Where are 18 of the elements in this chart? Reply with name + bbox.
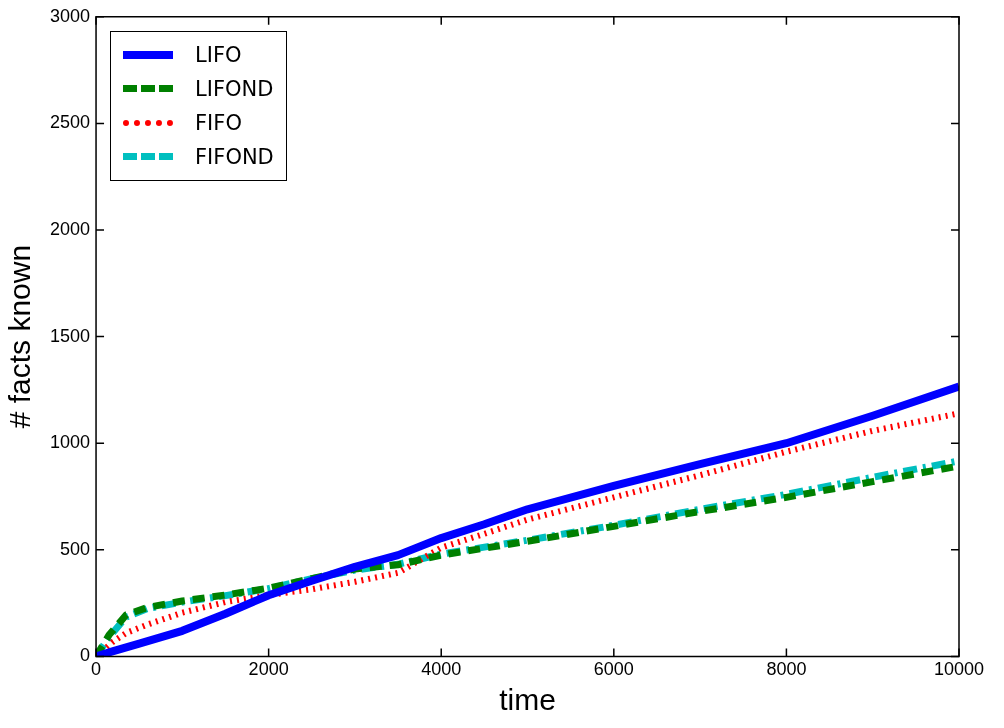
legend-label: FIFOND: [195, 144, 274, 169]
x-tick-label: 8000: [766, 659, 807, 680]
legend-label: LIFOND: [195, 76, 274, 101]
legend-label: LIFO: [195, 42, 242, 67]
y-tick-label: 1500: [50, 325, 91, 346]
y-tick-label: 2000: [50, 218, 91, 239]
y-tick-label: 0: [80, 645, 91, 666]
legend-label: FIFO: [195, 110, 242, 135]
x-axis-title: time: [499, 683, 556, 717]
y-tick-label: 500: [60, 538, 91, 559]
x-tick-label: 10000: [933, 659, 985, 680]
y-tick-label: 2500: [50, 112, 91, 133]
x-tick-label: 6000: [593, 659, 634, 680]
y-tick-label: 3000: [50, 5, 91, 26]
x-tick-label: 4000: [421, 659, 462, 680]
y-axis-title: # facts known: [3, 244, 37, 429]
y-tick-label: 1000: [50, 432, 91, 453]
x-tick-label: 2000: [248, 659, 289, 680]
